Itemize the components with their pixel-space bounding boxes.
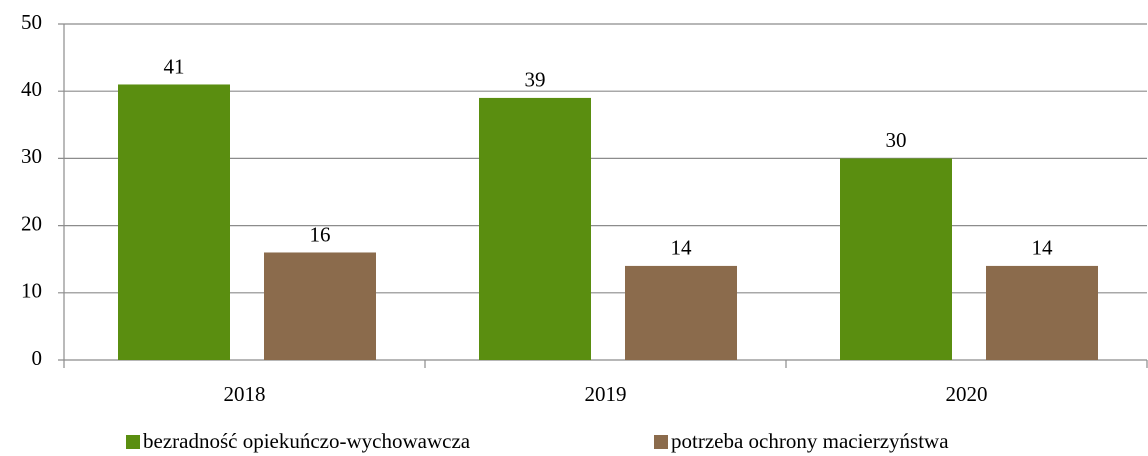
- bar: [625, 265, 737, 360]
- bar: [118, 84, 230, 360]
- y-tick-label: 50: [21, 10, 42, 34]
- y-tick-label: 30: [21, 144, 42, 168]
- legend-swatch: [126, 435, 140, 449]
- x-tick-label: 2020: [946, 382, 988, 406]
- legend-label: bezradność opiekuńczo-wychowawcza: [143, 429, 471, 453]
- data-label: 14: [1032, 236, 1054, 260]
- legend-swatch: [654, 435, 668, 449]
- bar: [840, 158, 952, 360]
- x-tick-label: 2019: [585, 382, 627, 406]
- data-label: 16: [310, 222, 331, 246]
- bar: [479, 97, 591, 361]
- bar: [264, 252, 376, 360]
- bar: [986, 265, 1098, 360]
- y-tick-label: 0: [32, 346, 43, 370]
- data-label: 14: [671, 236, 693, 260]
- legend-label: potrzeba ochrony macierzyństwa: [671, 429, 949, 453]
- x-tick-label: 2018: [224, 382, 266, 406]
- data-label: 30: [886, 128, 907, 152]
- data-label: 41: [164, 54, 185, 78]
- y-tick-label: 20: [21, 211, 42, 235]
- data-label: 39: [525, 68, 546, 92]
- y-tick-label: 40: [21, 77, 42, 101]
- y-tick-label: 10: [21, 279, 42, 303]
